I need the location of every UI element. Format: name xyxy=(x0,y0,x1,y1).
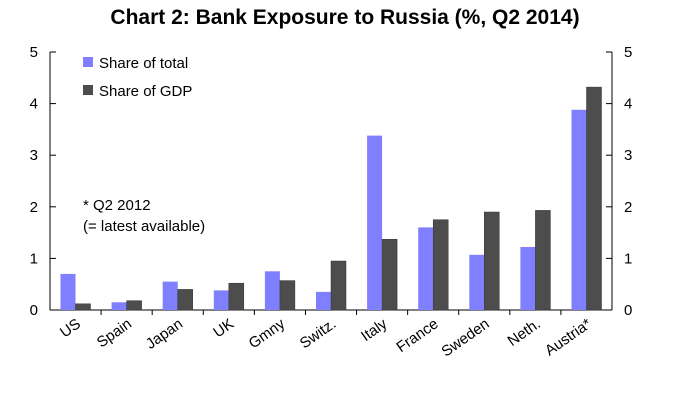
bar-share-of-gdp xyxy=(586,86,602,311)
y-tick-label-left: 1 xyxy=(30,250,38,267)
category-label: Neth. xyxy=(505,315,544,349)
y-tick-label-left: 2 xyxy=(30,199,38,216)
legend: Share of total Share of GDP xyxy=(83,55,192,100)
bar-share-of-total xyxy=(520,247,536,310)
y-tick-label-right: 5 xyxy=(624,44,632,61)
bar-share-of-total xyxy=(213,290,229,310)
bar-share-of-gdp xyxy=(484,211,500,311)
bar-share-of-total xyxy=(60,273,76,310)
bar-share-of-gdp xyxy=(126,300,142,311)
y-tick-label-right: 2 xyxy=(624,199,632,216)
bar-share-of-total xyxy=(418,227,434,310)
annotation-line-2: (= latest available) xyxy=(83,218,205,235)
bar-share-of-gdp xyxy=(381,239,398,311)
annotation: * Q2 2012 (= latest available) xyxy=(83,197,205,235)
category-label: Sweden xyxy=(438,315,492,360)
bar-share-of-total xyxy=(162,281,178,310)
category-label: Gmny xyxy=(246,315,289,352)
legend-swatch xyxy=(83,85,93,95)
legend-label: Share of total xyxy=(99,55,188,72)
bar-share-of-total xyxy=(367,135,383,310)
bar-share-of-gdp xyxy=(177,289,193,311)
bar-share-of-total xyxy=(469,254,485,310)
chart-title: Chart 2: Bank Exposure to Russia (%, Q2 … xyxy=(110,6,580,29)
legend-swatch xyxy=(83,57,93,67)
category-label: Italy xyxy=(358,315,391,345)
annotation-line-1: * Q2 2012 xyxy=(83,197,151,214)
y-tick-label-left: 3 xyxy=(30,147,38,164)
bar-share-of-gdp xyxy=(279,280,296,311)
bars xyxy=(60,86,602,311)
bar-share-of-total xyxy=(264,271,280,310)
category-label: Japan xyxy=(143,315,186,352)
bar-share-of-gdp xyxy=(228,282,245,311)
category-label: Austria* xyxy=(542,315,595,359)
y-tick-label-right: 1 xyxy=(624,250,632,267)
bar-share-of-total xyxy=(571,109,587,310)
y-tick-label-left: 5 xyxy=(30,44,38,61)
category-label: US xyxy=(57,315,84,341)
category-label: France xyxy=(393,315,441,356)
bar-share-of-total xyxy=(111,302,127,310)
axis-ticks: 0 0 1 1 2 2 3 3 4 4 5 5 xyxy=(30,44,633,319)
category-label: Spain xyxy=(94,315,135,351)
bar-share-of-gdp xyxy=(432,219,449,311)
bar-share-of-total xyxy=(316,291,331,310)
y-tick-label-right: 3 xyxy=(624,147,632,164)
bar-share-of-gdp xyxy=(75,303,91,311)
category-label: Switz. xyxy=(297,315,340,352)
y-tick-label-right: 0 xyxy=(624,302,632,319)
y-tick-label-left: 4 xyxy=(30,96,38,113)
bar-share-of-gdp xyxy=(535,210,551,311)
category-labels: US Spain Japan UK Gmny Switz. Italy FranceSwede… xyxy=(57,310,595,360)
category-label: UK xyxy=(210,315,237,341)
bar-share-of-gdp xyxy=(330,260,347,311)
y-tick-label-left: 0 xyxy=(30,302,38,319)
legend-label: Share of GDP xyxy=(99,83,192,100)
y-tick-label-right: 4 xyxy=(624,96,632,113)
